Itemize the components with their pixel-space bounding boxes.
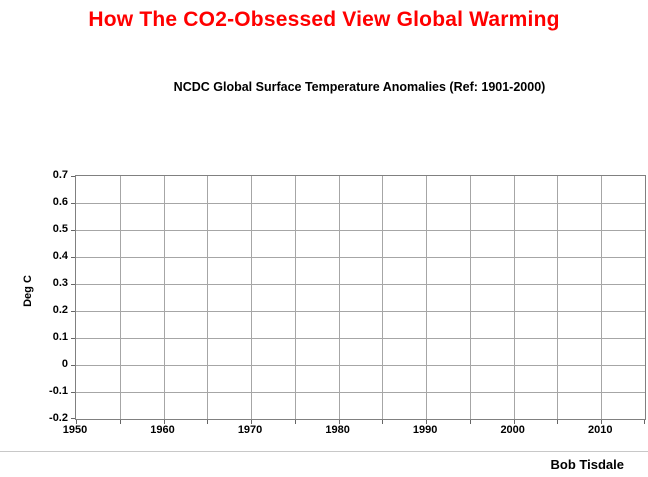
x-axis-tick-mark <box>163 420 165 424</box>
x-axis-tick-mark <box>382 420 384 424</box>
x-tick-label: 2000 <box>500 424 525 436</box>
vertical-gridline <box>557 176 559 419</box>
vertical-gridline <box>251 176 253 419</box>
x-axis-tick-mark <box>557 420 559 424</box>
x-axis-tick-mark <box>207 420 209 424</box>
x-axis-tick-labels: 1950 1960 1970 1980 1990 2000 2010 <box>63 424 644 440</box>
vertical-gridline <box>338 176 340 419</box>
vertical-gridline <box>601 176 603 419</box>
x-tick-label: 1950 <box>62 424 88 436</box>
vertical-gridline <box>163 176 165 419</box>
y-axis-tick-mark <box>71 392 75 393</box>
horizontal-gridline <box>76 311 645 312</box>
y-tick-label: 0.5 <box>52 223 68 235</box>
y-axis-tick-mark <box>71 176 75 177</box>
horizontal-gridline <box>76 257 645 258</box>
y-axis-tick-mark <box>71 257 75 258</box>
vertical-gridline <box>469 176 471 419</box>
footer-divider <box>0 451 648 452</box>
y-tick-label: 0.7 <box>52 169 68 181</box>
x-axis-tick-mark <box>76 420 77 424</box>
y-tick-label: -0.2 <box>49 412 68 424</box>
y-axis-tick-labels: 0.7 0.6 0.5 0.4 0.3 0.2 0.1 0 -0.1 -0.2 <box>0 169 70 424</box>
y-tick-label: 0.6 <box>52 196 68 208</box>
y-axis-tick-mark <box>71 230 75 231</box>
y-axis-tick-mark <box>71 203 75 204</box>
page-title: How The CO2-Obsessed View Global Warming <box>88 8 560 31</box>
author-credit: Bob Tisdale <box>550 457 624 472</box>
y-tick-label: 0.1 <box>52 331 68 343</box>
x-axis-tick-mark <box>294 420 296 424</box>
y-tick-label: -0.1 <box>49 385 68 397</box>
vertical-gridline <box>513 176 515 419</box>
y-axis-tick-mark <box>71 284 75 285</box>
y-tick-label: 0.3 <box>52 277 68 289</box>
x-axis-tick-mark <box>513 420 515 424</box>
y-tick-label: 0.4 <box>52 250 68 262</box>
chart-title: NCDC Global Surface Temperature Anomalie… <box>173 80 546 94</box>
vertical-gridline <box>426 176 428 419</box>
vertical-gridline <box>119 176 121 419</box>
vertical-gridline <box>382 176 384 419</box>
vertical-gridline <box>294 176 296 419</box>
y-axis-tick-mark <box>71 311 75 312</box>
horizontal-gridline <box>76 203 645 204</box>
horizontal-gridline <box>76 284 645 285</box>
x-axis-tick-mark <box>338 420 340 424</box>
x-tick-label: 2010 <box>587 424 613 436</box>
x-axis-tick-mark <box>644 420 645 424</box>
x-axis-tick-mark <box>426 420 428 424</box>
x-tick-label: 1990 <box>412 424 438 436</box>
x-axis-tick-mark <box>469 420 471 424</box>
horizontal-gridline <box>76 392 645 393</box>
x-axis-tick-mark <box>119 420 121 424</box>
x-tick-label: 1960 <box>150 424 175 436</box>
plot-area <box>71 175 646 424</box>
y-tick-label: 0 <box>61 358 68 370</box>
y-tick-label: 0.2 <box>52 304 68 316</box>
y-axis-tick-mark <box>71 338 75 339</box>
x-tick-label: 1980 <box>325 424 350 436</box>
y-axis-tick-mark <box>71 365 75 366</box>
horizontal-gridline <box>76 365 645 366</box>
x-axis-tick-mark <box>601 420 603 424</box>
y-axis-tick-mark <box>71 418 75 419</box>
horizontal-gridline <box>76 230 645 231</box>
vertical-gridline <box>207 176 209 419</box>
horizontal-gridline <box>76 338 645 339</box>
x-axis-tick-mark <box>251 420 253 424</box>
x-tick-label: 1970 <box>237 424 263 436</box>
